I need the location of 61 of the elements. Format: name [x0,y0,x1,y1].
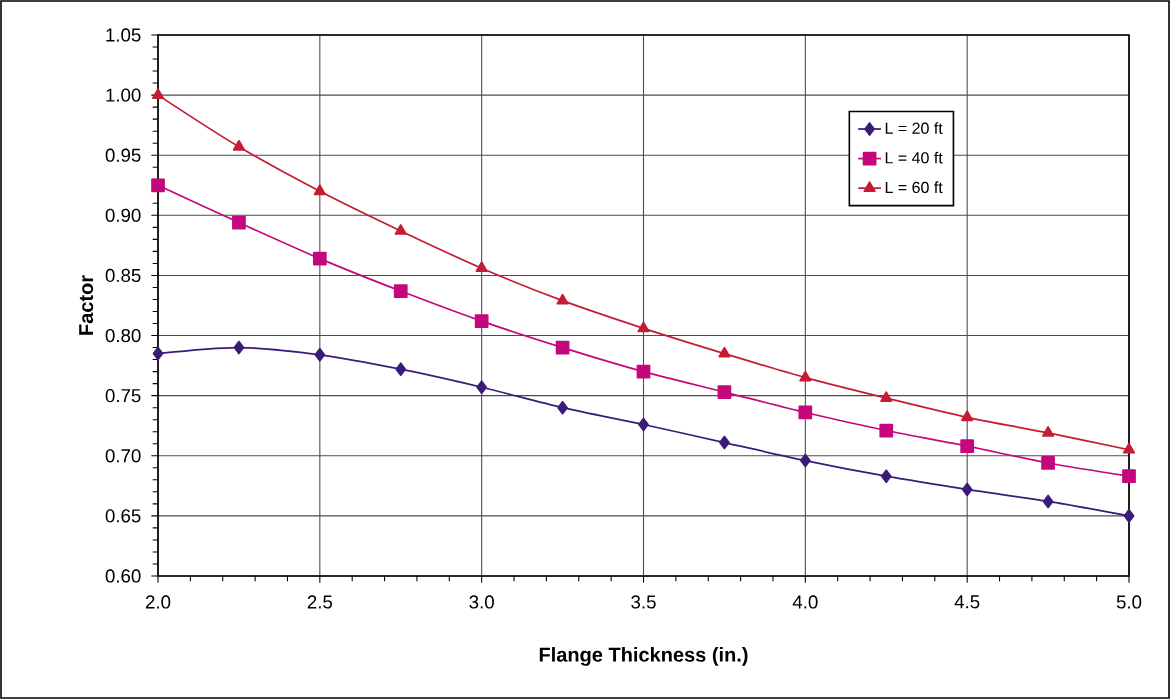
point [474,314,489,328]
point [1122,442,1136,454]
point [1042,426,1055,437]
y-tick-label: 0.95 [105,148,141,162]
point [556,293,569,305]
y-tick-label: 0.60 [105,569,141,583]
point [1042,494,1054,509]
point [961,410,974,422]
y-axis-title: Factor [79,275,94,335]
point [717,385,732,399]
point [152,346,164,361]
point [394,224,407,235]
y-tick-label: 0.80 [105,328,141,343]
point [638,417,649,432]
point [232,139,245,151]
point [232,215,246,230]
point [476,380,488,395]
legend-label: L = 20 ft [885,122,943,134]
point [475,261,488,273]
point [637,321,650,333]
legend-label: L = 60 ft [885,181,943,194]
point [718,346,731,358]
point [799,453,811,468]
point [798,405,813,420]
point [313,184,326,196]
y-tick-label: 0.65 [105,509,141,523]
point [395,362,407,377]
point [799,370,812,382]
point [879,423,894,438]
x-tick-label: 3.0 [469,595,494,609]
x-tick-label: 2.5 [307,595,333,609]
x-tick-label: 4.0 [792,595,818,609]
x-axis-title: Flange Thickness (in.) [539,647,748,666]
point [1122,469,1136,484]
point [1123,509,1135,523]
y-tick-label: 0.75 [105,389,141,403]
point [314,347,326,362]
x-tick-label: 4.5 [954,595,980,609]
point [636,364,651,379]
x-tick-label: 5.0 [1116,595,1142,609]
point [880,391,893,402]
point [312,251,327,266]
x-tick-label: 2.0 [145,595,171,609]
y-tick-label: 0.85 [105,268,141,283]
point [1041,456,1055,470]
point [960,439,975,454]
point [555,340,570,355]
point [880,469,892,484]
point [151,88,165,99]
point [151,178,165,193]
y-tick-label: 0.90 [105,208,141,222]
legend-label: L = 40 ft [885,151,943,164]
y-tick-label: 1.00 [106,88,141,102]
point [719,435,730,450]
x-tick-label: 3.5 [631,595,656,609]
y-tick-label: 0.70 [105,449,141,463]
y-tick-label: 1.05 [106,28,141,42]
point [393,284,408,298]
point [961,482,973,497]
point [557,400,568,415]
point [233,340,245,355]
